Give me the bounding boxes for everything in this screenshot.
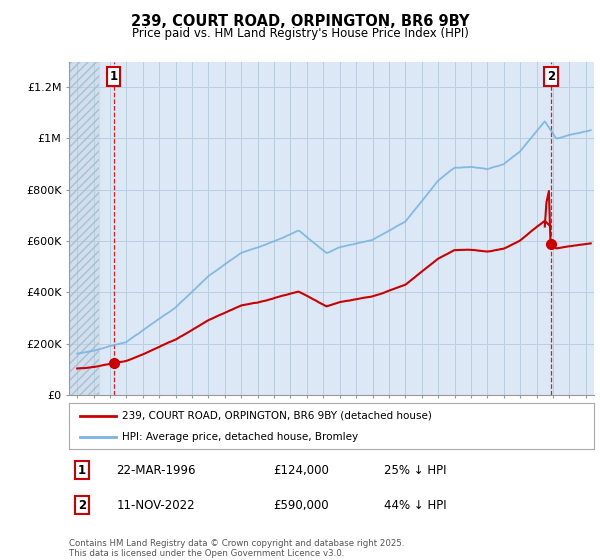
Text: Contains HM Land Registry data © Crown copyright and database right 2025.
This d: Contains HM Land Registry data © Crown c… <box>69 539 404 558</box>
Text: 22-MAR-1996: 22-MAR-1996 <box>116 464 196 477</box>
Text: 1: 1 <box>78 464 86 477</box>
Bar <box>69 62 98 395</box>
Bar <box>69 62 98 395</box>
Text: Price paid vs. HM Land Registry's House Price Index (HPI): Price paid vs. HM Land Registry's House … <box>131 27 469 40</box>
Text: £124,000: £124,000 <box>274 464 329 477</box>
Text: £590,000: £590,000 <box>274 498 329 511</box>
Text: HPI: Average price, detached house, Bromley: HPI: Average price, detached house, Brom… <box>121 432 358 442</box>
Text: 239, COURT ROAD, ORPINGTON, BR6 9BY (detached house): 239, COURT ROAD, ORPINGTON, BR6 9BY (det… <box>121 410 431 421</box>
Text: 11-NOV-2022: 11-NOV-2022 <box>116 498 195 511</box>
Text: 25% ↓ HPI: 25% ↓ HPI <box>384 464 446 477</box>
Text: 44% ↓ HPI: 44% ↓ HPI <box>384 498 446 511</box>
Text: 1: 1 <box>110 70 118 83</box>
Text: 2: 2 <box>78 498 86 511</box>
Text: 239, COURT ROAD, ORPINGTON, BR6 9BY: 239, COURT ROAD, ORPINGTON, BR6 9BY <box>131 14 469 29</box>
Text: 2: 2 <box>547 70 555 83</box>
